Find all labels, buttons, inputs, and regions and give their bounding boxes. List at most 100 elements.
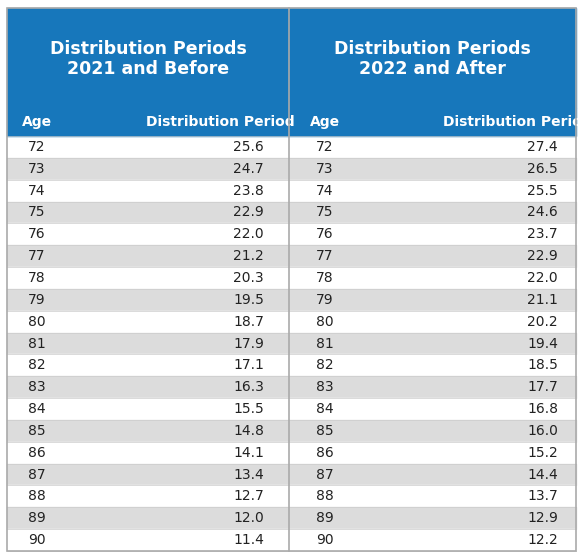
Bar xyxy=(7,508,289,529)
Text: 89: 89 xyxy=(316,511,334,525)
Text: 15.5: 15.5 xyxy=(233,402,264,416)
Bar xyxy=(289,529,576,551)
Text: Age: Age xyxy=(310,115,340,129)
Bar xyxy=(7,398,289,420)
Text: 22.9: 22.9 xyxy=(233,206,264,220)
Text: 26.5: 26.5 xyxy=(527,162,558,176)
Bar xyxy=(7,289,289,311)
Text: Distribution Periods: Distribution Periods xyxy=(50,40,247,58)
Text: 17.1: 17.1 xyxy=(233,358,264,372)
Text: 87: 87 xyxy=(28,467,46,481)
Bar xyxy=(289,202,576,224)
Text: 18.5: 18.5 xyxy=(527,358,558,372)
Bar xyxy=(7,333,289,354)
Text: 89: 89 xyxy=(28,511,46,525)
Text: 11.4: 11.4 xyxy=(233,533,264,547)
Text: 14.1: 14.1 xyxy=(233,446,264,459)
Text: 25.6: 25.6 xyxy=(233,140,264,154)
Bar xyxy=(7,442,289,463)
Bar xyxy=(289,398,576,420)
Bar xyxy=(289,108,576,136)
Text: 24.7: 24.7 xyxy=(233,162,264,176)
Text: 85: 85 xyxy=(316,424,334,438)
Text: 76: 76 xyxy=(28,228,46,241)
Bar xyxy=(289,245,576,267)
Text: 76: 76 xyxy=(316,228,334,241)
Text: 20.3: 20.3 xyxy=(233,271,264,285)
Bar xyxy=(289,136,576,158)
Text: 20.2: 20.2 xyxy=(528,315,558,329)
Text: 16.8: 16.8 xyxy=(527,402,558,416)
Text: 82: 82 xyxy=(316,358,334,372)
Text: 83: 83 xyxy=(28,380,46,394)
Text: 81: 81 xyxy=(28,337,46,350)
Bar xyxy=(289,179,576,202)
Text: 13.7: 13.7 xyxy=(527,489,558,504)
Text: 25.5: 25.5 xyxy=(528,183,558,197)
Bar xyxy=(7,224,289,245)
Text: 88: 88 xyxy=(28,489,46,504)
Text: 86: 86 xyxy=(28,446,46,459)
Bar xyxy=(7,376,289,398)
Bar xyxy=(7,485,289,508)
Bar xyxy=(289,442,576,463)
Text: 22.9: 22.9 xyxy=(527,249,558,263)
Text: 85: 85 xyxy=(28,424,46,438)
Text: 17.9: 17.9 xyxy=(233,337,264,350)
Bar xyxy=(7,311,289,333)
Text: 16.0: 16.0 xyxy=(527,424,558,438)
Bar xyxy=(7,245,289,267)
Bar xyxy=(7,158,289,179)
Bar xyxy=(289,8,576,108)
Bar xyxy=(289,289,576,311)
Text: 14.8: 14.8 xyxy=(233,424,264,438)
Bar xyxy=(289,311,576,333)
Text: 77: 77 xyxy=(316,249,333,263)
Text: 90: 90 xyxy=(316,533,334,547)
Text: Distribution Period: Distribution Period xyxy=(146,115,294,129)
Text: 75: 75 xyxy=(316,206,333,220)
Bar xyxy=(7,8,289,108)
Text: 79: 79 xyxy=(316,293,334,307)
Text: 12.7: 12.7 xyxy=(233,489,264,504)
Bar xyxy=(7,267,289,289)
Text: 22.0: 22.0 xyxy=(528,271,558,285)
Text: 82: 82 xyxy=(28,358,46,372)
Text: 78: 78 xyxy=(28,271,46,285)
Bar xyxy=(7,354,289,376)
Bar xyxy=(7,202,289,224)
Text: 12.0: 12.0 xyxy=(233,511,264,525)
Text: 21.2: 21.2 xyxy=(233,249,264,263)
Bar xyxy=(289,158,576,179)
Text: 13.4: 13.4 xyxy=(233,467,264,481)
Text: 88: 88 xyxy=(316,489,334,504)
Bar xyxy=(289,354,576,376)
Text: Age: Age xyxy=(22,115,52,129)
Text: 74: 74 xyxy=(28,183,45,197)
Bar xyxy=(289,508,576,529)
Text: 12.2: 12.2 xyxy=(527,533,558,547)
Bar xyxy=(7,463,289,485)
Text: 18.7: 18.7 xyxy=(233,315,264,329)
Text: 17.7: 17.7 xyxy=(527,380,558,394)
Text: 22.0: 22.0 xyxy=(233,228,264,241)
Text: 14.4: 14.4 xyxy=(527,467,558,481)
Bar xyxy=(7,108,289,136)
Text: 83: 83 xyxy=(316,380,334,394)
Bar xyxy=(289,267,576,289)
Bar xyxy=(289,463,576,485)
Bar xyxy=(7,529,289,551)
Text: 27.4: 27.4 xyxy=(528,140,558,154)
Text: Distribution Period: Distribution Period xyxy=(442,115,583,129)
Bar xyxy=(289,333,576,354)
Text: 79: 79 xyxy=(28,293,46,307)
Text: 81: 81 xyxy=(316,337,334,350)
Text: 77: 77 xyxy=(28,249,45,263)
Text: 78: 78 xyxy=(316,271,334,285)
Text: 84: 84 xyxy=(28,402,46,416)
Bar xyxy=(289,420,576,442)
Text: 86: 86 xyxy=(316,446,334,459)
Text: 15.2: 15.2 xyxy=(527,446,558,459)
Bar xyxy=(7,136,289,158)
Text: 19.5: 19.5 xyxy=(233,293,264,307)
